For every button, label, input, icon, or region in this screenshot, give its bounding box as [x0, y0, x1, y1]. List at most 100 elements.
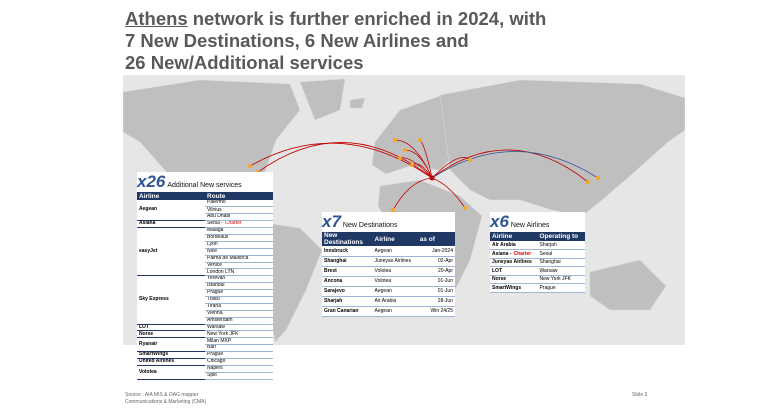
row: easyJet Malaga [137, 227, 273, 277]
badge: x6 [490, 212, 509, 231]
airline-cell: easyJet [137, 227, 205, 277]
route-cell: Tbilisi [205, 296, 273, 304]
cell: 01-Jun [417, 276, 455, 287]
destinations-table: New Destinations Airline as of Innsbruck Aeg… [322, 232, 455, 317]
title-line: 26 New/Additional services [125, 52, 364, 73]
airline-cell: SmartWings [137, 351, 205, 359]
header-cell: Route [205, 192, 273, 200]
cell: Jan-2024 [417, 246, 455, 257]
cell: 20-Apr [417, 266, 455, 277]
route-cell: Chicago [205, 358, 273, 366]
row: Nice [137, 248, 273, 256]
route-cell: Lyon [205, 241, 273, 249]
row: Juneyao Airlines Shanghai [490, 258, 585, 267]
row: Prague [137, 289, 273, 297]
cell: Prague [537, 283, 585, 293]
airline-cell: Aegean [137, 200, 205, 222]
route-cell: Naples [205, 365, 273, 373]
cell: Shanghai [537, 258, 585, 267]
cell-text: Seoul - [207, 220, 223, 227]
cell: Gran Canarian [322, 306, 373, 317]
header-cell: New Destinations [322, 232, 373, 246]
airline-cell: United Airlines [137, 358, 205, 366]
cell: Aegean [372, 286, 418, 297]
cell: SmartWings [490, 283, 538, 293]
cell: Asiana - Charter [490, 249, 538, 259]
title-line: Athens network is further enriched in 202… [125, 8, 546, 30]
header-cell: Airline [490, 232, 538, 241]
title-highlight: Athens [125, 8, 188, 29]
row: Sky Express Yerevan [137, 275, 273, 325]
cell: Aegean [372, 306, 418, 317]
header-cell: Airline [372, 232, 418, 246]
row: Sharjah Air Arabia 28-Jun [322, 296, 455, 307]
row: Gran Canarian Aegean Win 24/25 [322, 306, 455, 317]
department: Communications & Marketing (CMA) [125, 399, 207, 405]
note: Charter [513, 250, 532, 257]
route-cell: Prague [205, 351, 273, 359]
cell: Brest [322, 266, 373, 277]
header-row: New Destinations Airline as of [322, 232, 455, 246]
row: United Airlines Chicago [137, 358, 273, 366]
cell: Sarajevo [322, 286, 373, 297]
header-cell: as of [417, 232, 455, 246]
route-cell: Nice [205, 248, 273, 256]
route-arcs [249, 139, 599, 211]
airline-cell: Norse [137, 330, 205, 339]
route-cell: Palma de Mallorca [205, 255, 273, 263]
cell: Air Arabia [490, 241, 538, 250]
row: SmartWings Prague [137, 351, 273, 359]
badge-label: Additional New services [167, 182, 242, 189]
row: Lyon [137, 241, 273, 249]
cell: Shanghai [322, 256, 373, 267]
cell: Win 24/25 [417, 306, 455, 317]
row: Vienna [137, 310, 273, 318]
airline-cell: Asiana [137, 220, 205, 229]
title: Athens network is further enriched in 202… [125, 8, 546, 74]
cell: Ancona [322, 276, 373, 287]
cell: Volotea [372, 276, 418, 287]
row: London LTN [137, 268, 273, 277]
cell: Volotea [372, 266, 418, 277]
row: Air Arabia Sharjah [490, 241, 585, 250]
cell: New York JFK [537, 275, 585, 284]
row: Sarajevo Aegean 01-Jun [322, 286, 455, 297]
cell: Air Arabia [372, 296, 418, 307]
row: Volotea Naples [137, 365, 273, 380]
cell: 02-Apr [417, 256, 455, 267]
cell: Juneyao Airlines [372, 256, 418, 267]
route-cell: Split [205, 372, 273, 380]
row: Ancona Volotea 01-Jun [322, 276, 455, 287]
panel-heading: x7 New Destinations [322, 212, 455, 232]
row: Split [137, 372, 273, 380]
route-cell: Milan MXP [205, 337, 273, 346]
airline-cell: Sky Express [137, 275, 205, 325]
airlines-panel: x6 New Airlines Airline Operating to Air Ara… [490, 212, 585, 293]
route-cell: Seoul - Charter [205, 220, 273, 229]
badge-label: New Destinations [342, 222, 398, 229]
route-cell: Tirana [205, 303, 273, 311]
row: Bordeaux [137, 234, 273, 242]
badge: x7 [322, 212, 341, 231]
services-panel: x26 Additional New services Airline Route Ae… [137, 172, 273, 380]
cell: 28-Jun [417, 296, 455, 307]
header-cell: Airline [137, 192, 205, 200]
badge-label: New Airlines [510, 222, 550, 229]
panel-heading: x6 New Airlines [490, 212, 585, 232]
header-row: Airline Operating to [490, 232, 585, 241]
row: Ryanair Milan MXP [137, 337, 273, 353]
route-cell: Palermo [205, 200, 273, 208]
cell: Warsaw [537, 266, 585, 276]
badge: x26 [137, 172, 166, 191]
title-text: network is further enriched in 2024, wit… [192, 8, 547, 29]
row: Istanbul [137, 282, 273, 291]
route-cell: Vienna [205, 310, 273, 318]
header-row: Airline Route [137, 192, 273, 200]
row: Asiana - Charter Seoul [490, 249, 585, 259]
row: Abu Dhabi [137, 213, 273, 222]
airline-cell: LOT [137, 324, 205, 332]
cell: 01-Jun [417, 286, 455, 297]
route-cell: New York JFK [205, 330, 273, 339]
cell: LOT [490, 266, 538, 276]
